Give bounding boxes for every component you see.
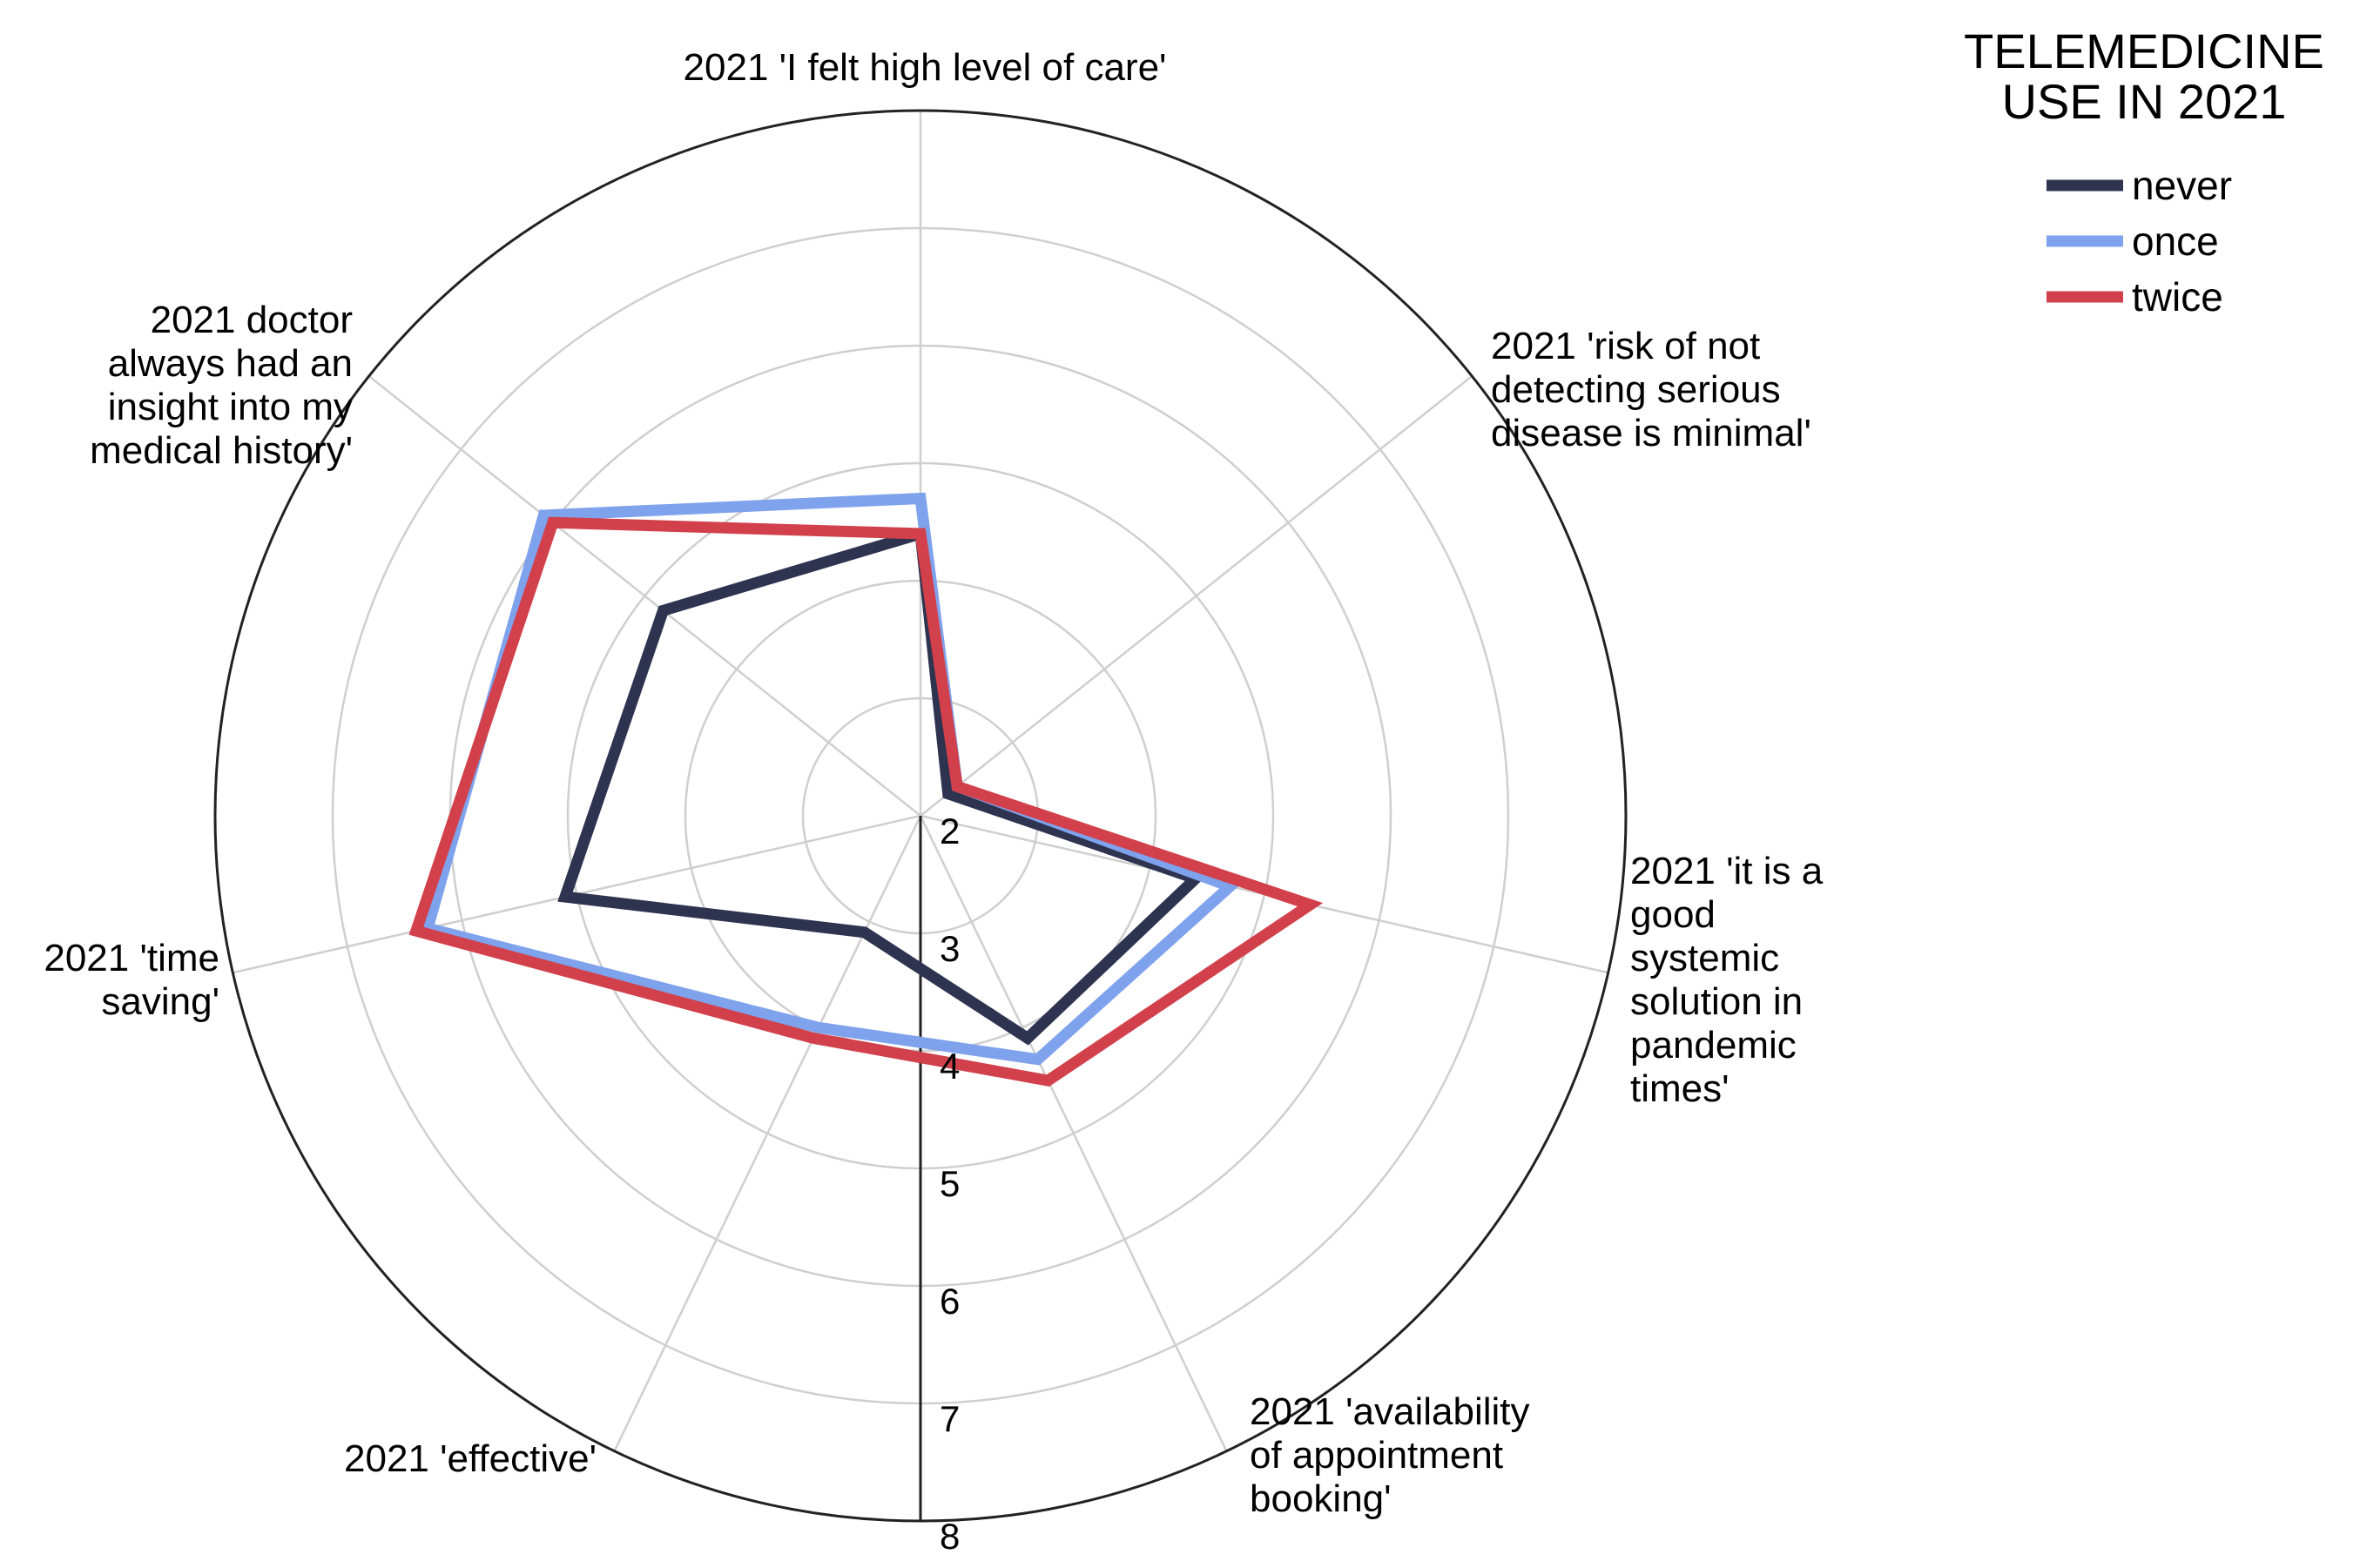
grid-layer <box>213 109 1628 1523</box>
series-never-polygon <box>557 526 1207 1046</box>
axis-label-effective: 2021 'effective' <box>344 1437 597 1480</box>
series-twice-polygon <box>408 516 1324 1087</box>
tick-label-2: 2 <box>940 811 960 851</box>
legend-label-once: once <box>2132 219 2219 264</box>
tick-label-7: 7 <box>940 1398 960 1439</box>
axis-label-layer: 2021 'I felt high level of care' 2021 'ri… <box>44 46 1823 1520</box>
axis-label-insight: 2021 doctor always had an insight into my m… <box>90 299 353 472</box>
series-layer <box>408 492 1324 1087</box>
tick-label-5: 5 <box>940 1163 960 1204</box>
legend-label-twice: twice <box>2132 274 2223 320</box>
series-once-polygon <box>421 492 1241 1066</box>
legend-label-never: never <box>2132 163 2232 208</box>
tick-label-6: 6 <box>940 1281 960 1322</box>
axis-label-availability: 2021 'availability of appointment booking' <box>1250 1390 1530 1520</box>
tick-label-8: 8 <box>940 1516 960 1557</box>
spoke-risk <box>920 374 1473 817</box>
spoke-insight <box>367 374 921 817</box>
spoke-effective <box>613 815 922 1452</box>
tick-label-3: 3 <box>940 928 960 969</box>
tick-label-layer: 2 3 4 5 6 7 8 <box>940 811 960 1557</box>
axis-label-care: 2021 'I felt high level of care' <box>684 46 1167 89</box>
spoke-availability <box>919 815 1228 1452</box>
legend-title-line: USE IN 2021 <box>2002 74 2287 129</box>
tick-label-4: 4 <box>940 1046 960 1087</box>
axis-label-risk: 2021 'risk of not detecting serious diseas… <box>1491 325 1811 454</box>
axis-label-systemic: 2021 'it is a good systemic solution in pand… <box>1630 850 1824 1110</box>
legend-title-line: TELEMEDICINE <box>1964 24 2324 78</box>
axis-label-time: 2021 'time saving' <box>44 937 219 1023</box>
